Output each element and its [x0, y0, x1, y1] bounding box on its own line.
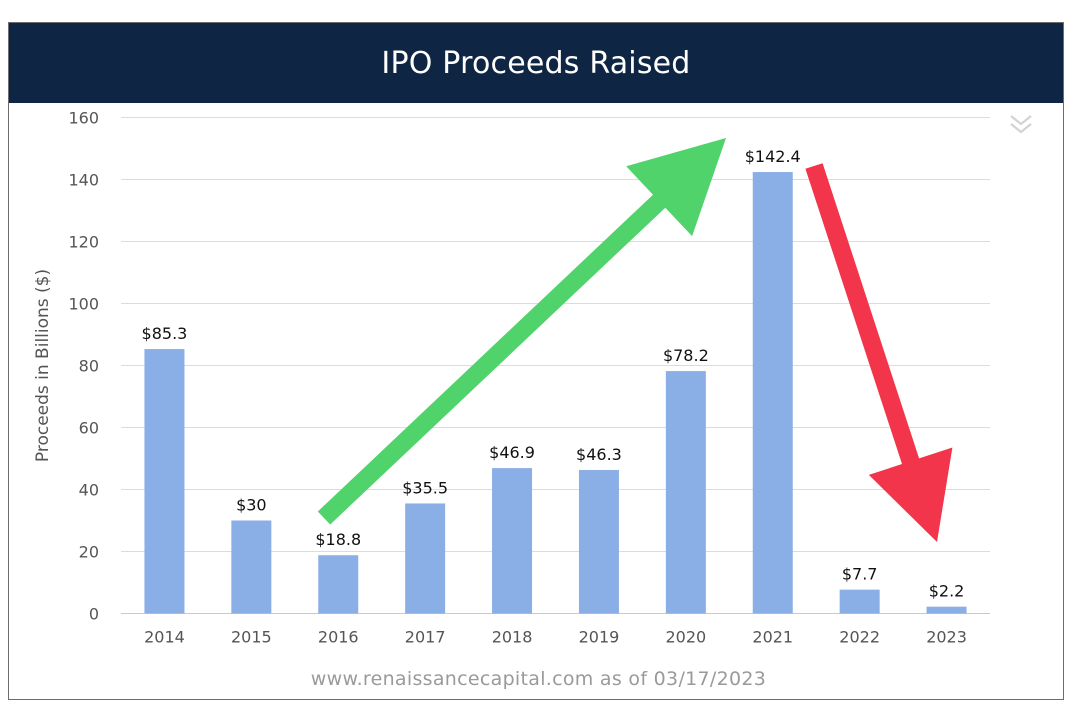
chevron-double-down-icon[interactable] — [1004, 112, 1038, 140]
bar — [405, 503, 446, 614]
y-tick-label: 160 — [68, 109, 99, 128]
data-label: $7.7 — [842, 565, 878, 584]
bar — [752, 172, 793, 614]
data-label: $46.3 — [576, 445, 622, 464]
data-label: $35.5 — [402, 478, 448, 497]
y-axis-label: Proceeds in Billions ($) — [33, 269, 53, 462]
data-label: $46.9 — [489, 443, 535, 462]
y-tick-label: 120 — [68, 233, 99, 252]
green-arrow — [317, 138, 726, 525]
bar — [665, 371, 706, 614]
bar — [578, 469, 619, 614]
x-tick-label: 2016 — [318, 628, 359, 647]
chart-title: IPO Proceeds Raised — [381, 45, 691, 81]
x-tick-label: 2019 — [579, 628, 620, 647]
y-tick-label: 40 — [79, 481, 99, 500]
data-label: $18.8 — [315, 530, 361, 549]
bar — [492, 468, 533, 614]
source-note: www.renaissancecapital.com as of 03/17/2… — [310, 668, 767, 690]
title-bar: IPO Proceeds Raised — [9, 23, 1063, 103]
bar — [318, 555, 359, 614]
x-tick-label: 2015 — [231, 628, 272, 647]
bar — [231, 520, 272, 614]
data-label: $142.4 — [745, 147, 801, 166]
x-tick-label: 2021 — [752, 628, 793, 647]
data-label: $78.2 — [663, 346, 709, 365]
x-tick-label: 2017 — [405, 628, 446, 647]
y-tick-label: 80 — [79, 357, 99, 376]
bar — [144, 349, 185, 614]
y-tick-label: 140 — [68, 171, 99, 190]
bar — [839, 589, 880, 614]
y-tick-label: 0 — [89, 605, 99, 624]
data-label: $30 — [236, 496, 267, 515]
data-label: $85.3 — [142, 324, 188, 343]
data-label: $2.2 — [929, 582, 965, 601]
x-tick-label: 2018 — [492, 628, 533, 647]
red-arrow — [805, 163, 953, 542]
x-tick-label: 2014 — [144, 628, 185, 647]
bar — [926, 606, 967, 614]
y-tick-label: 100 — [68, 295, 99, 314]
x-tick-label: 2020 — [665, 628, 706, 647]
y-tick-label: 20 — [79, 543, 99, 562]
y-tick-label: 60 — [79, 419, 99, 438]
x-tick-label: 2022 — [839, 628, 880, 647]
x-tick-label: 2023 — [926, 628, 967, 647]
